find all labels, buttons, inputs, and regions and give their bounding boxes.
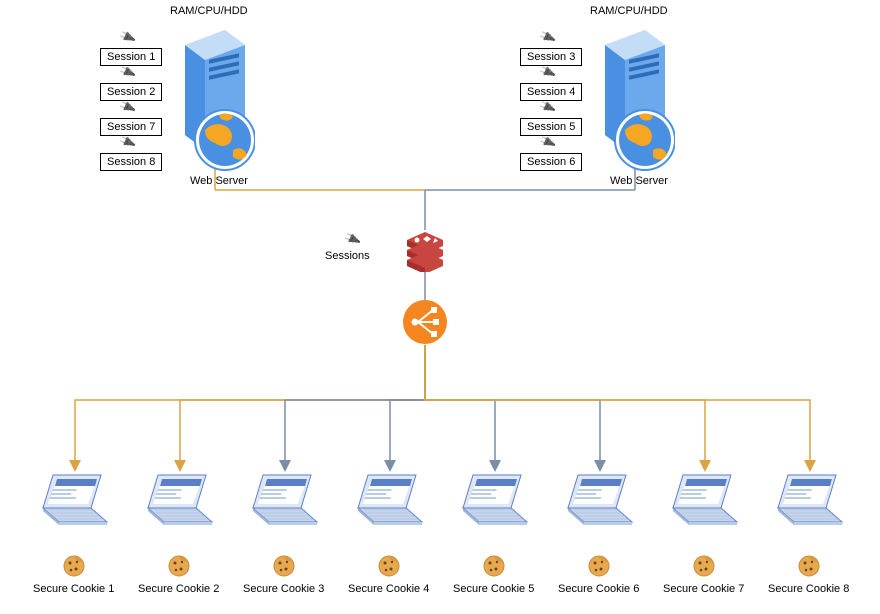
laptop-2 bbox=[140, 470, 220, 533]
web-server-1: RAM/CPU/HDD Web Server bbox=[175, 25, 255, 175]
cookie-icon-6 bbox=[588, 555, 610, 580]
plug-icon: 🔌 bbox=[118, 28, 137, 46]
laptop-5 bbox=[455, 470, 535, 533]
server-2-top-label: RAM/CPU/HDD bbox=[590, 5, 668, 17]
server-1-bottom-label: Web Server bbox=[190, 175, 248, 187]
plug-icon: 🔌 bbox=[343, 230, 362, 248]
plug-icon: 🔌 bbox=[538, 28, 557, 46]
session-box-8: Session 8 bbox=[100, 153, 162, 171]
laptop-7 bbox=[665, 470, 745, 533]
cookie-icon-7 bbox=[693, 555, 715, 580]
laptop-6 bbox=[560, 470, 640, 533]
cookie-label-1: Secure Cookie 1 bbox=[33, 583, 114, 595]
cookie-label-6: Secure Cookie 6 bbox=[558, 583, 639, 595]
laptop-1 bbox=[35, 470, 115, 533]
cookie-label-2: Secure Cookie 2 bbox=[138, 583, 219, 595]
web-server-2: RAM/CPU/HDD Web Server bbox=[595, 25, 675, 175]
cookie-icon-3 bbox=[273, 555, 295, 580]
cookie-label-5: Secure Cookie 5 bbox=[453, 583, 534, 595]
cookie-label-7: Secure Cookie 7 bbox=[663, 583, 744, 595]
cookie-icon-4 bbox=[378, 555, 400, 580]
laptop-3 bbox=[245, 470, 325, 533]
laptop-4 bbox=[350, 470, 430, 533]
redis-label: Sessions bbox=[325, 250, 370, 262]
cookie-icon-8 bbox=[798, 555, 820, 580]
redis-icon bbox=[405, 230, 445, 275]
cookie-icon-1 bbox=[63, 555, 85, 580]
cookie-icon-5 bbox=[483, 555, 505, 580]
cookie-icon-2 bbox=[168, 555, 190, 580]
cookie-label-4: Secure Cookie 4 bbox=[348, 583, 429, 595]
session-box-6: Session 6 bbox=[520, 153, 582, 171]
cookie-label-8: Secure Cookie 8 bbox=[768, 583, 849, 595]
server-2-bottom-label: Web Server bbox=[610, 175, 668, 187]
load-balancer-icon bbox=[403, 300, 447, 347]
cookie-label-3: Secure Cookie 3 bbox=[243, 583, 324, 595]
server-1-top-label: RAM/CPU/HDD bbox=[170, 5, 248, 17]
laptop-8 bbox=[770, 470, 850, 533]
